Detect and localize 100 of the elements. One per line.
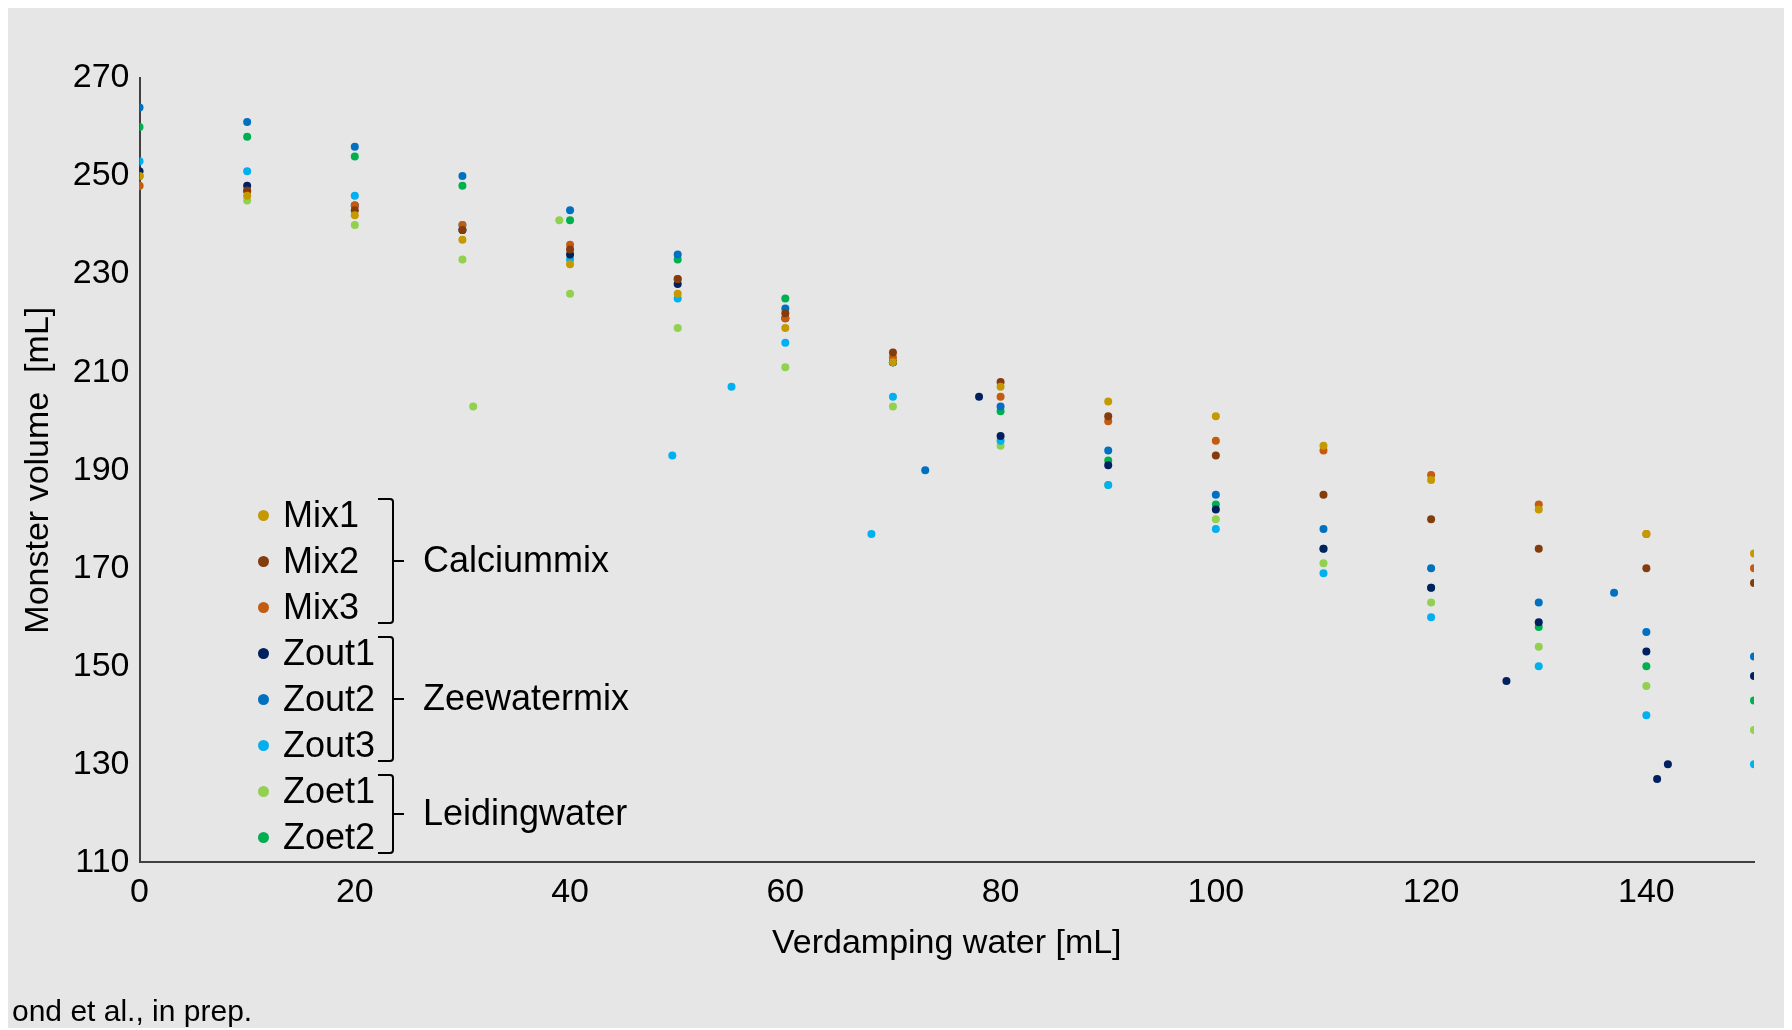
text: ond et al., in prep. [12, 994, 253, 1028]
point [1534, 618, 1543, 627]
point [566, 289, 575, 298]
point [1319, 569, 1328, 578]
point [350, 152, 359, 161]
point [888, 348, 897, 357]
point [1534, 662, 1543, 671]
annotation: Leidingwater [423, 792, 628, 834]
point [1211, 490, 1220, 499]
legend-label: Mix1 [283, 494, 360, 536]
point [673, 289, 682, 298]
point [566, 245, 575, 254]
point [243, 191, 252, 200]
point [867, 529, 876, 538]
y-axis-title: Monster volume [mL] [16, 306, 55, 634]
point [781, 338, 790, 347]
point [668, 451, 677, 460]
point [1427, 598, 1436, 607]
point [1642, 662, 1651, 671]
point [1642, 564, 1651, 573]
point [888, 402, 897, 411]
point [1534, 598, 1543, 607]
point [996, 392, 1005, 401]
point [1502, 677, 1511, 686]
point [350, 191, 359, 200]
y-tick-label: 130 [72, 742, 130, 781]
point [458, 181, 467, 190]
x-tick-label: 40 [551, 871, 589, 910]
point [350, 142, 359, 151]
point [888, 392, 897, 401]
x-tick-label: 20 [335, 871, 374, 910]
point [1104, 397, 1113, 406]
point [1427, 515, 1436, 524]
y-tick-label: 270 [72, 56, 130, 95]
point [1642, 711, 1651, 720]
point [1642, 681, 1651, 690]
point [350, 211, 359, 220]
x-tick-label: 140 [1618, 871, 1675, 910]
legend-label: Zout2 [283, 678, 376, 720]
point [566, 260, 575, 269]
point [781, 294, 790, 303]
y-tick-label: 170 [72, 546, 130, 585]
point [458, 172, 467, 181]
y-tick-label: 110 [75, 840, 130, 879]
annotation: Zeewatermix [423, 677, 630, 719]
legend-label: Mix2 [283, 540, 360, 582]
point [458, 255, 467, 264]
point [781, 309, 790, 318]
x-tick-label: 60 [766, 871, 805, 910]
annotation: Calciummix [423, 539, 610, 581]
x-tick-label: 0 [130, 871, 149, 910]
point [1642, 627, 1651, 636]
point [566, 206, 575, 215]
y-tick-label: 150 [72, 644, 130, 683]
point [1319, 441, 1328, 450]
point [555, 216, 564, 225]
legend-label: Zout1 [283, 632, 376, 674]
point [781, 363, 790, 372]
x-tick-label: 120 [1402, 871, 1460, 910]
point [1211, 525, 1220, 534]
point [1534, 642, 1543, 651]
y-tick-label: 230 [72, 252, 130, 291]
point [1104, 446, 1113, 455]
point [1211, 515, 1220, 524]
point [996, 382, 1005, 391]
legend-label: Zout3 [283, 724, 376, 766]
point [1104, 412, 1113, 421]
y-tick-label: 210 [72, 350, 130, 389]
point [1211, 412, 1220, 421]
point [996, 402, 1005, 411]
point [1319, 559, 1328, 568]
point [1642, 647, 1651, 656]
point [243, 132, 252, 141]
point [1427, 564, 1436, 573]
legend-label: Zoet1 [283, 770, 376, 812]
point [1534, 544, 1543, 553]
point [243, 118, 252, 127]
x-axis-title: Verdamping water [mL] [771, 921, 1122, 960]
point [1653, 775, 1662, 784]
point [1427, 476, 1436, 485]
point [921, 466, 930, 475]
point [1104, 461, 1113, 470]
point [350, 221, 359, 230]
point [996, 431, 1005, 440]
point [1610, 588, 1619, 597]
point [1427, 613, 1436, 622]
y-tick-label: 190 [72, 448, 130, 487]
point [1211, 436, 1220, 445]
point [469, 402, 478, 411]
x-tick-label: 80 [981, 871, 1020, 910]
point [1211, 451, 1220, 460]
point [673, 324, 682, 333]
point [243, 167, 252, 176]
point [673, 250, 682, 259]
point [1319, 490, 1328, 499]
point [458, 235, 467, 244]
legend-label: Mix3 [283, 586, 360, 628]
point [727, 382, 736, 391]
point [975, 392, 984, 401]
point [781, 324, 790, 333]
